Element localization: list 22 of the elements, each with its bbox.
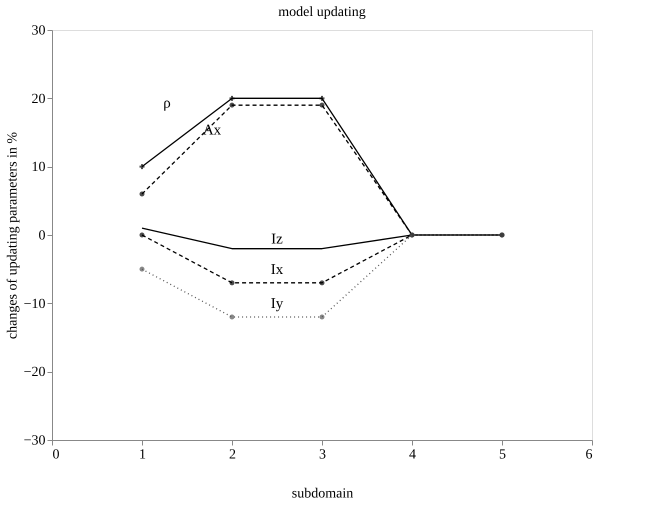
x-tick-label: 6 [586,448,592,462]
x-tick-label: 3 [319,448,326,462]
x-tick-label: 4 [409,448,416,462]
y-tick-label: 20 [32,92,46,107]
y-tick-label: −30 [24,434,46,448]
y-tick-label: −10 [24,296,46,312]
y-tick-label: 30 [32,24,46,38]
y-tick-label: 10 [32,160,46,176]
x-tick-label: 5 [499,448,506,462]
x-tick-label: 0 [52,448,60,462]
series-label: Iz [271,232,284,248]
series-label: Ix [270,262,284,278]
y-axis-title: changes of updating parameters in % [6,132,21,340]
x-tick-label: 2 [229,448,236,462]
chart-title: model updating [278,5,366,20]
series-label: Iy [270,296,284,312]
y-tick-label: −20 [24,365,46,380]
x-tick-label: 1 [139,448,146,462]
x-axis-title: subdomain [292,486,354,502]
series-label: ρ [163,96,171,112]
series-label: Ax [202,122,222,139]
y-tick-label: 0 [38,228,46,244]
